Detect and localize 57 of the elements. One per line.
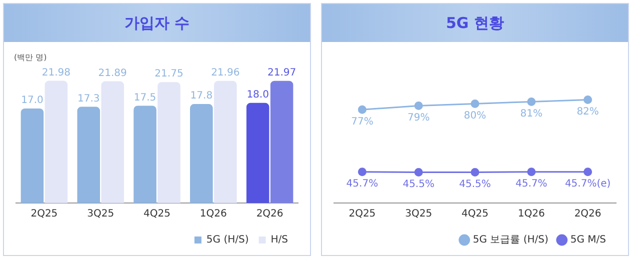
bar — [214, 80, 237, 203]
x-tick-label: 1Q26 — [200, 208, 227, 220]
data-label: 81% — [520, 108, 543, 120]
point — [358, 168, 366, 176]
bar — [246, 102, 270, 203]
x-tick-label: 4Q25 — [144, 208, 170, 220]
data-label: 17.8 — [190, 90, 213, 102]
bar — [158, 82, 180, 203]
bar — [20, 108, 44, 203]
point — [470, 99, 480, 108]
data-label: 18.0 — [246, 90, 269, 101]
legend-label: 5G M/S — [570, 234, 606, 246]
data-label: 21.89 — [98, 68, 127, 79]
bar — [77, 106, 100, 203]
data-label: 17.5 — [134, 92, 156, 104]
point — [584, 95, 592, 104]
bar — [134, 106, 156, 203]
data-label: 17.0 — [21, 95, 44, 106]
data-label: 21.97 — [267, 67, 296, 78]
x-tick-label: 4Q25 — [462, 208, 488, 220]
text: (백만 명) — [14, 52, 47, 63]
data-label: 45.7%(e) — [564, 178, 611, 190]
x-tick-label: 1Q26 — [518, 208, 545, 220]
bar — [44, 80, 68, 203]
x-tick-label: 2Q25 — [30, 208, 58, 220]
data-label: 21.98 — [42, 67, 71, 78]
point — [584, 168, 592, 176]
point — [414, 101, 423, 110]
data-label: 45.7% — [516, 178, 548, 190]
data-label: 21.96 — [211, 67, 240, 78]
point — [527, 168, 536, 176]
data-label: 79% — [407, 112, 430, 124]
point — [470, 168, 480, 176]
point — [414, 168, 423, 176]
bar — [101, 81, 124, 203]
data-label: 45.5% — [402, 178, 434, 190]
x-tick-label: 2Q26 — [574, 208, 602, 220]
point — [527, 97, 536, 106]
legend-label: H/S — [270, 234, 288, 246]
legend-label: 5G (H/S) — [206, 234, 249, 246]
x-tick-label: 2Q25 — [348, 208, 376, 220]
chart-title: 가입자 수 — [4, 4, 310, 42]
data-label: 21.75 — [154, 68, 184, 80]
bar — [190, 104, 213, 203]
data-label: 45.7% — [346, 178, 378, 190]
data-label: 80% — [464, 110, 486, 122]
data-label: 17.3 — [77, 93, 100, 104]
chart-title: 5G 현황 — [322, 4, 628, 42]
bar — [270, 80, 294, 203]
data-label: 45.5% — [459, 178, 491, 190]
x-tick-label: 2Q26 — [256, 208, 284, 220]
data-label: 77% — [351, 116, 374, 128]
x-tick-label: 3Q25 — [405, 208, 432, 220]
legend-label: 5G 보급률 (H/S) — [472, 234, 548, 246]
data-label: 82% — [576, 106, 599, 118]
point — [358, 105, 366, 114]
x-tick-label: 3Q25 — [87, 208, 114, 220]
